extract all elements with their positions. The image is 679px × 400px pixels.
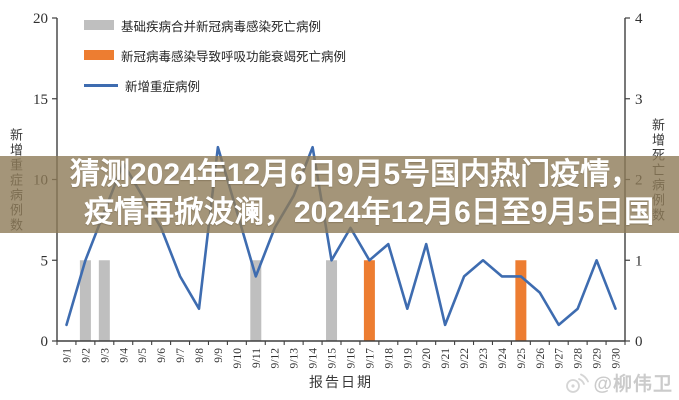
watermark-text: @柳伟卫: [593, 374, 673, 395]
svg-text:9/10: 9/10: [232, 348, 244, 369]
bar: [98, 260, 110, 341]
svg-text:4: 4: [635, 11, 643, 27]
svg-text:9/5: 9/5: [137, 348, 149, 363]
legend-line-marker: [84, 83, 118, 87]
svg-text:9/21: 9/21: [440, 348, 452, 369]
bar: [363, 260, 375, 341]
svg-text:1: 1: [635, 253, 643, 269]
svg-text:0: 0: [41, 334, 49, 350]
headline-line-2: 疫情再掀波澜，2024年12月6日至9月5日国: [84, 196, 655, 229]
x-axis-ticks: [56, 341, 626, 345]
legend-bar-marker: [84, 20, 114, 30]
legend-item-2: 新增重症病例: [84, 78, 346, 94]
svg-text:9/1: 9/1: [61, 348, 73, 363]
bar: [515, 260, 527, 341]
svg-text:9/9: 9/9: [213, 348, 225, 363]
legend-label: 新增重症病例: [125, 79, 201, 94]
svg-text:5: 5: [41, 253, 49, 269]
svg-text:9/29: 9/29: [592, 348, 604, 369]
svg-text:9/12: 9/12: [270, 348, 282, 369]
svg-text:9/26: 9/26: [535, 348, 547, 369]
legend-item-1: 新冠病毒感染导致呼吸功能衰竭死亡病例: [84, 48, 347, 64]
svg-text:9/17: 9/17: [364, 348, 376, 369]
svg-text:20: 20: [33, 11, 48, 27]
svg-text:15: 15: [33, 92, 48, 108]
weibo-eye-icon: [566, 373, 590, 393]
svg-text:9/2: 9/2: [80, 348, 92, 363]
svg-text:0: 0: [635, 334, 643, 350]
legend-label: 新冠病毒感染导致呼吸功能衰竭死亡病例: [121, 49, 347, 64]
bar: [79, 260, 91, 341]
svg-text:9/16: 9/16: [345, 348, 357, 369]
x-axis-labels: 9/1 9/2 9/3 9/4 9/5 9/6 9/7 9/8 9/9 9/10 9/11 9/12 9…: [61, 348, 622, 369]
bar: [326, 260, 338, 341]
svg-text:9/20: 9/20: [421, 348, 433, 369]
svg-text:9/3: 9/3: [99, 348, 111, 363]
headline-line-1: 猜测2024年12月6日9月5号国内热门疫情，: [70, 158, 641, 191]
x-axis-title: 报告日期: [309, 376, 373, 391]
legend-item-0: 基础疾病合并新冠病毒感染死亡病例: [84, 18, 346, 34]
svg-text:9/18: 9/18: [383, 348, 395, 369]
legend-label: 基础疾病合并新冠病毒感染死亡病例: [121, 19, 322, 34]
svg-text:9/30: 9/30: [611, 348, 623, 369]
svg-text:9/6: 9/6: [156, 348, 168, 363]
svg-text:9/11: 9/11: [251, 348, 263, 368]
bar-series-0: [79, 260, 338, 341]
svg-text:9/14: 9/14: [308, 348, 320, 369]
legend-bar-marker: [84, 50, 114, 60]
svg-text:9/22: 9/22: [459, 348, 471, 369]
svg-text:9/28: 9/28: [573, 348, 585, 369]
svg-text:9/8: 9/8: [194, 348, 206, 363]
chart-legend: 基础疾病合并新冠病毒感染死亡病例新冠病毒感染导致呼吸功能衰竭死亡病例新增重症病例: [84, 18, 346, 108]
svg-text:9/27: 9/27: [554, 348, 566, 369]
bar: [250, 260, 262, 341]
svg-text:9/7: 9/7: [175, 348, 187, 363]
svg-text:9/15: 9/15: [327, 348, 339, 369]
svg-text:9/23: 9/23: [478, 348, 490, 369]
svg-text:3: 3: [635, 92, 643, 108]
watermark: @柳伟卫: [564, 369, 673, 396]
headline-overlay: 猜测2024年12月6日9月5号国内热门疫情， 疫情再掀波澜，2024年12月6…: [0, 156, 679, 233]
svg-text:9/4: 9/4: [118, 348, 130, 363]
svg-text:9/25: 9/25: [516, 348, 528, 369]
bar-series-1: [363, 260, 527, 341]
svg-text:9/19: 9/19: [402, 348, 414, 369]
svg-text:9/13: 9/13: [289, 348, 301, 369]
svg-text:9/24: 9/24: [497, 348, 509, 369]
